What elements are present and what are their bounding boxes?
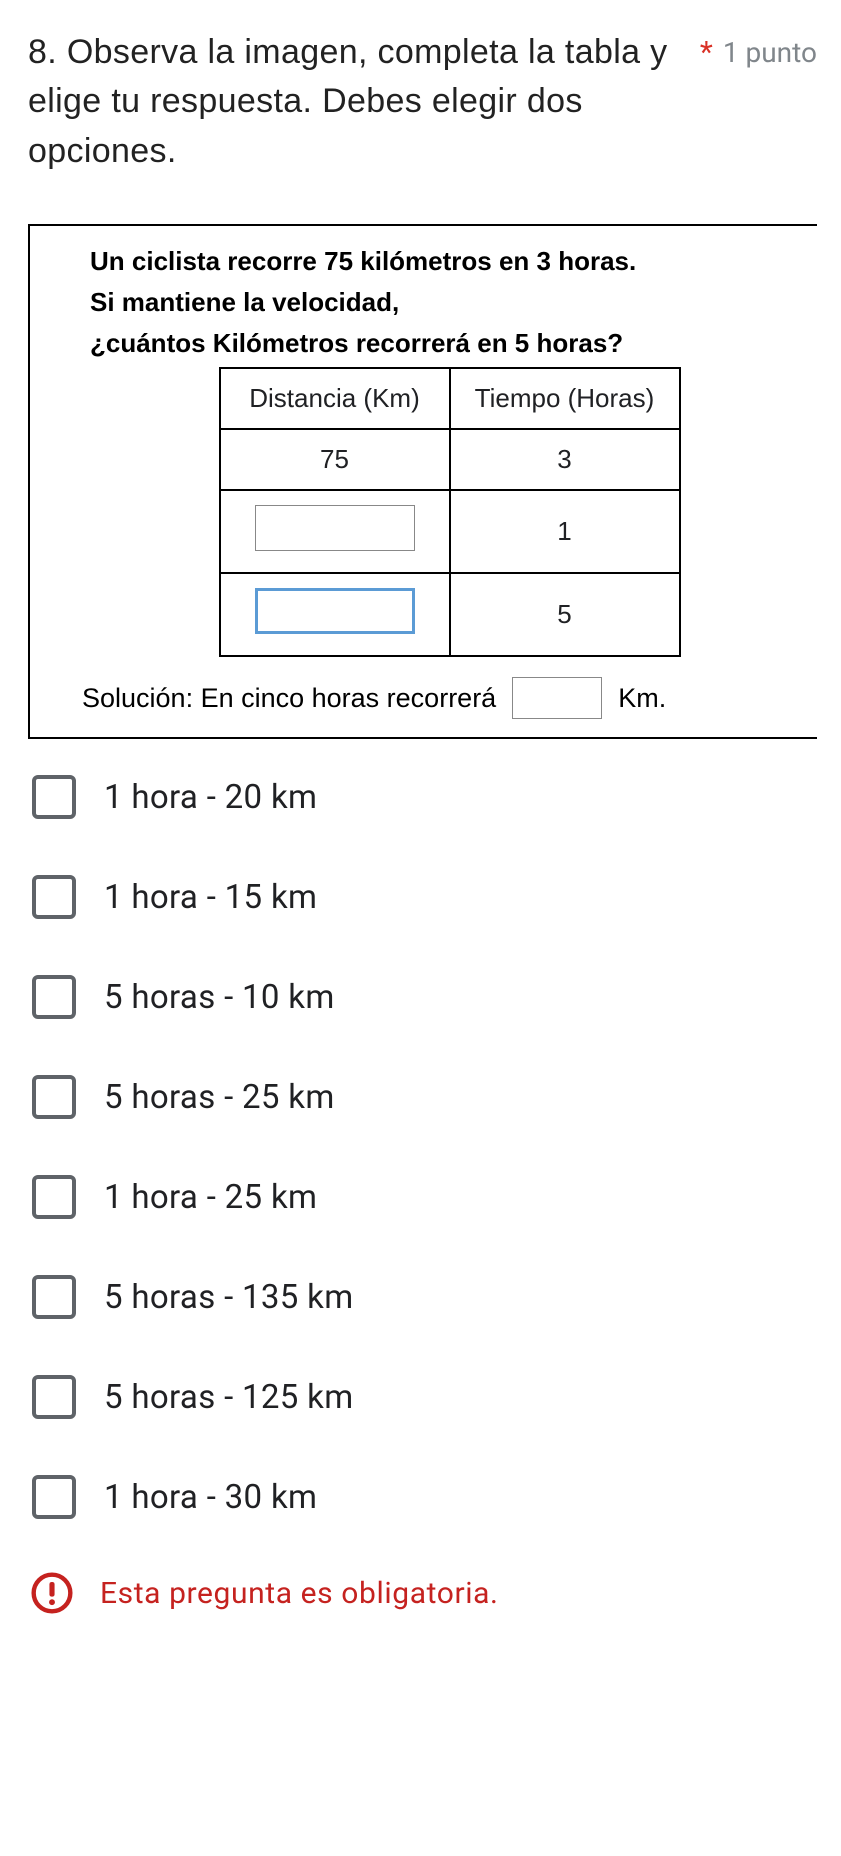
distance-input[interactable] bbox=[255, 588, 415, 634]
option-label: 5 horas - 10 km bbox=[104, 978, 335, 1017]
distance-cell bbox=[220, 490, 450, 573]
table-header-distance: Distancia (Km) bbox=[220, 368, 450, 429]
time-cell: 5 bbox=[450, 573, 680, 656]
required-warning: Esta pregunta es obligatoria. bbox=[28, 1571, 817, 1615]
data-table: Distancia (Km) Tiempo (Horas) 75315 bbox=[219, 367, 681, 657]
solution-suffix: Km. bbox=[618, 683, 666, 714]
checkbox[interactable] bbox=[32, 875, 76, 919]
problem-line-1: Un ciclista recorre 75 kilómetros en 3 h… bbox=[90, 244, 809, 279]
option-row[interactable]: 5 horas - 10 km bbox=[32, 975, 817, 1019]
option-label: 5 horas - 125 km bbox=[104, 1378, 354, 1417]
checkbox[interactable] bbox=[32, 1175, 76, 1219]
option-row[interactable]: 1 hora - 30 km bbox=[32, 1475, 817, 1519]
distance-cell bbox=[220, 573, 450, 656]
option-row[interactable]: 1 hora - 25 km bbox=[32, 1175, 817, 1219]
option-label: 5 horas - 25 km bbox=[104, 1078, 335, 1117]
checkbox[interactable] bbox=[32, 1275, 76, 1319]
checkbox[interactable] bbox=[32, 975, 76, 1019]
solution-prefix: Solución: En cinco horas recorrerá bbox=[82, 683, 496, 714]
table-row: 5 bbox=[220, 573, 680, 656]
problem-image-box: Un ciclista recorre 75 kilómetros en 3 h… bbox=[28, 224, 817, 739]
question-text: 8. Observa la imagen, completa la tabla … bbox=[28, 28, 692, 176]
option-row[interactable]: 1 hora - 15 km bbox=[32, 875, 817, 919]
option-label: 1 hora - 30 km bbox=[104, 1478, 317, 1517]
time-cell: 1 bbox=[450, 490, 680, 573]
table-row: 753 bbox=[220, 429, 680, 490]
option-label: 5 horas - 135 km bbox=[104, 1278, 354, 1317]
table-row: 1 bbox=[220, 490, 680, 573]
checkbox[interactable] bbox=[32, 1075, 76, 1119]
distance-input[interactable] bbox=[255, 505, 415, 551]
option-label: 1 hora - 20 km bbox=[104, 778, 317, 817]
points-label: 1 punto bbox=[723, 36, 817, 69]
time-cell: 3 bbox=[450, 429, 680, 490]
problem-line-2: Si mantiene la velocidad, bbox=[90, 285, 809, 320]
question-header: 8. Observa la imagen, completa la tabla … bbox=[28, 28, 817, 176]
option-label: 1 hora - 25 km bbox=[104, 1178, 317, 1217]
distance-cell: 75 bbox=[220, 429, 450, 490]
alert-icon bbox=[30, 1571, 74, 1615]
checkbox[interactable] bbox=[32, 775, 76, 819]
table-header-time: Tiempo (Horas) bbox=[450, 368, 680, 429]
checkbox[interactable] bbox=[32, 1475, 76, 1519]
solution-input[interactable] bbox=[512, 677, 602, 719]
points-wrap: * 1 punto bbox=[700, 36, 817, 69]
problem-line-3: ¿cuántos Kilómetros recorrerá en 5 horas… bbox=[90, 326, 809, 361]
option-row[interactable]: 5 horas - 135 km bbox=[32, 1275, 817, 1319]
required-text: Esta pregunta es obligatoria. bbox=[100, 1576, 499, 1611]
option-row[interactable]: 1 hora - 20 km bbox=[32, 775, 817, 819]
options-list: 1 hora - 20 km 1 hora - 15 km 5 horas - 10… bbox=[28, 775, 817, 1519]
option-row[interactable]: 5 horas - 25 km bbox=[32, 1075, 817, 1119]
solution-line: Solución: En cinco horas recorrerá Km. bbox=[82, 677, 809, 719]
option-row[interactable]: 5 horas - 125 km bbox=[32, 1375, 817, 1419]
option-label: 1 hora - 15 km bbox=[104, 878, 317, 917]
checkbox[interactable] bbox=[32, 1375, 76, 1419]
required-asterisk: * bbox=[700, 38, 713, 68]
